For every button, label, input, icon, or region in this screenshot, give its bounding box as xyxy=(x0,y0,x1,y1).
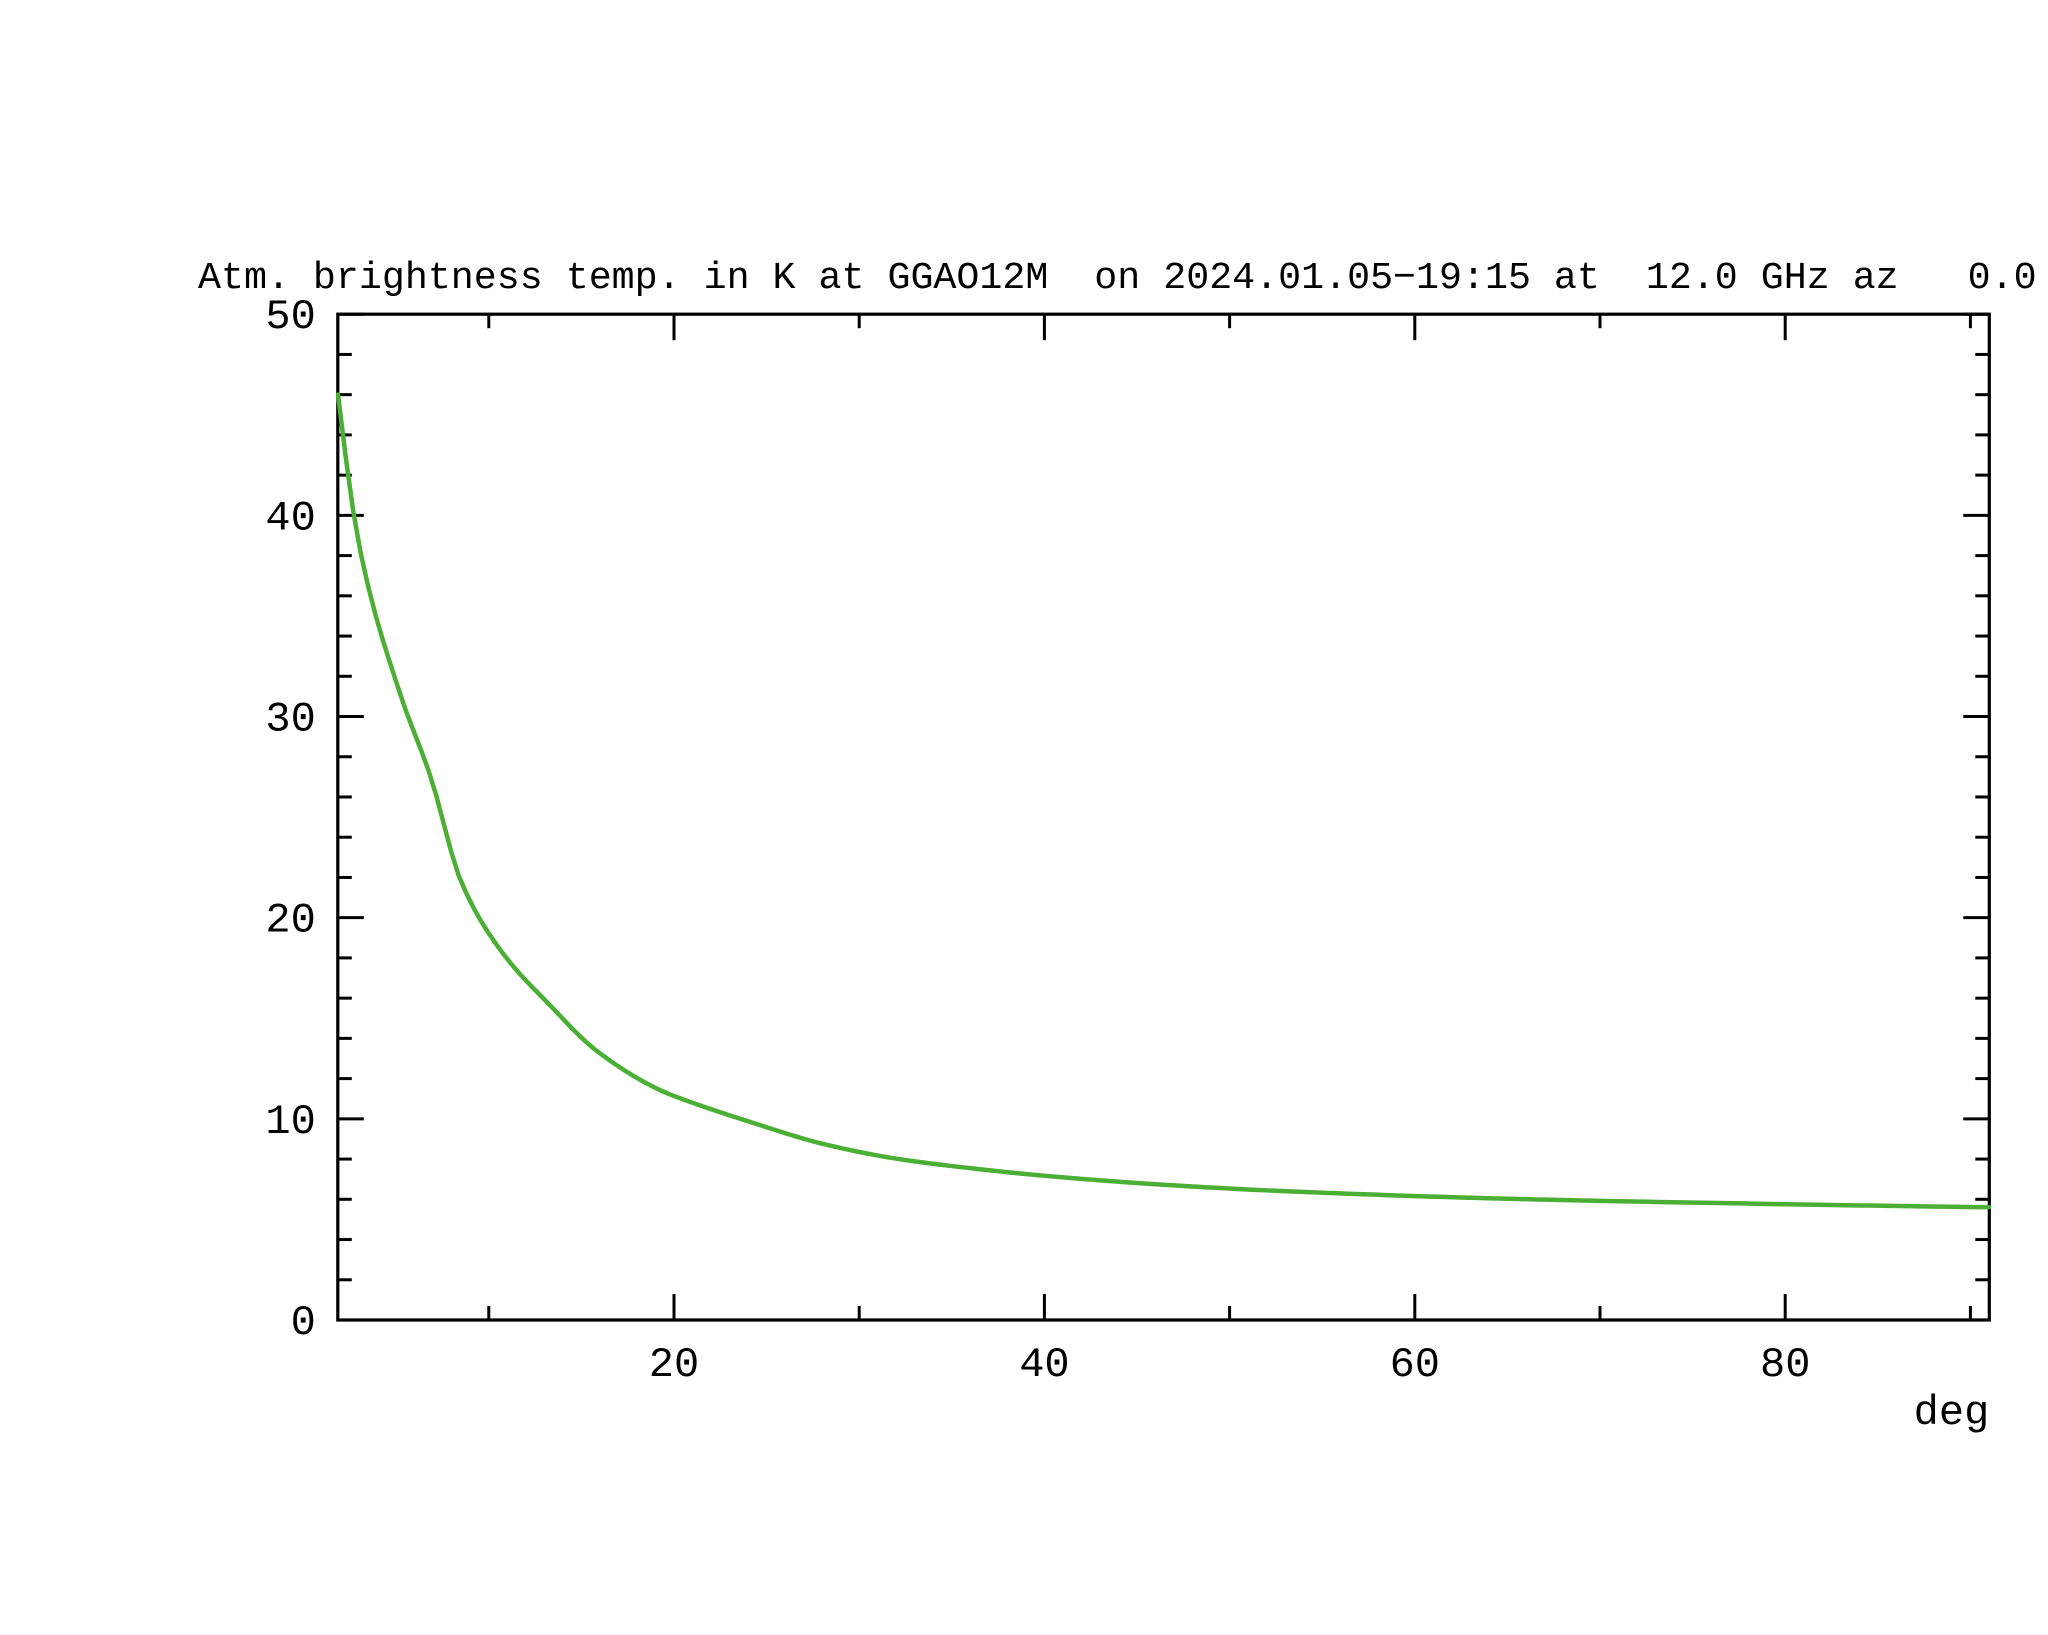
svg-text:60: 60 xyxy=(1390,1341,1440,1389)
svg-text:20: 20 xyxy=(265,897,315,945)
svg-text:50: 50 xyxy=(265,293,315,341)
svg-text:10: 10 xyxy=(265,1098,315,1146)
svg-text:Atm. brightness temp. in K at: Atm. brightness temp. in K at GGAO12M on… xyxy=(198,256,2037,300)
svg-text:40: 40 xyxy=(1019,1341,1069,1389)
svg-text:20: 20 xyxy=(649,1341,699,1389)
svg-text:0: 0 xyxy=(291,1299,316,1347)
svg-text:80: 80 xyxy=(1760,1341,1810,1389)
svg-text:deg: deg xyxy=(1914,1389,1990,1437)
svg-text:40: 40 xyxy=(265,494,315,542)
svg-text:30: 30 xyxy=(265,696,315,744)
